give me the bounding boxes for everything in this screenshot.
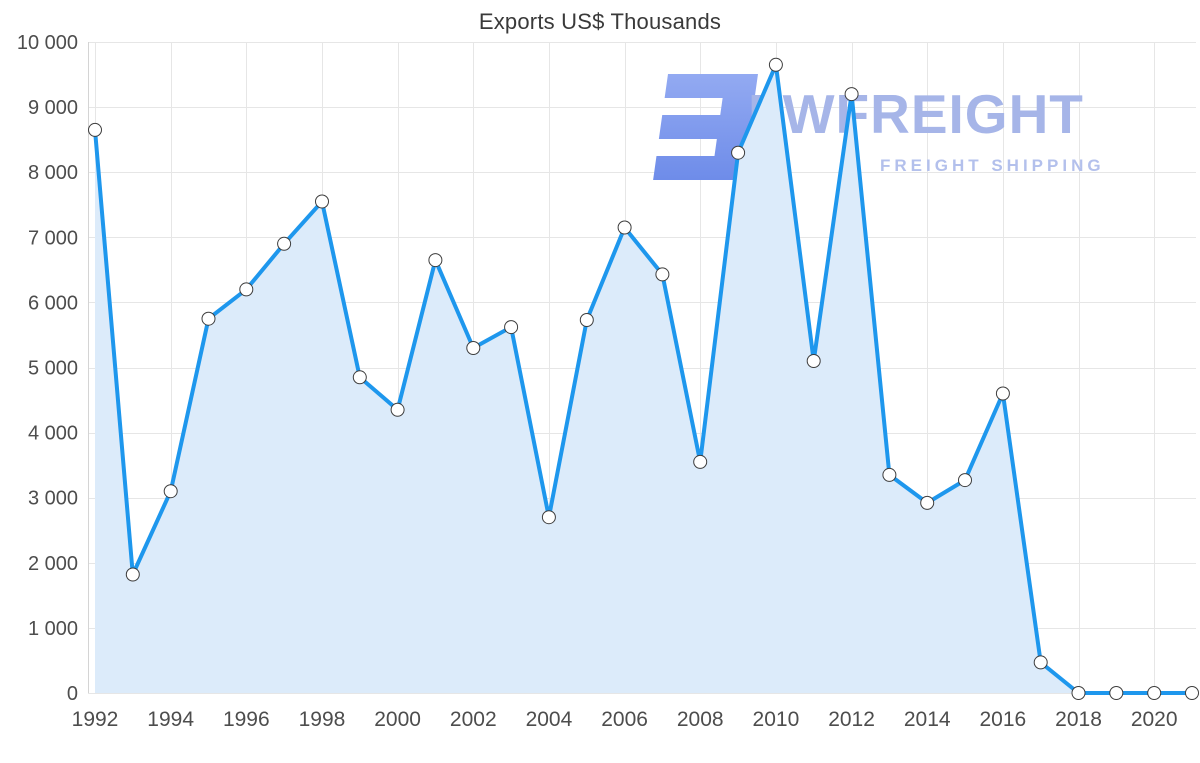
x-tick-label: 2018 — [1055, 708, 1102, 731]
x-tick-label: 1994 — [147, 708, 194, 731]
data-point-marker — [1109, 686, 1124, 700]
y-tick-label: 0 — [67, 683, 78, 705]
data-point-marker — [768, 57, 783, 72]
data-point-marker — [995, 386, 1010, 401]
data-point-marker — [806, 354, 821, 368]
watermark-brand-text: FWFREIGHT — [748, 83, 1084, 145]
data-point-marker — [844, 87, 859, 102]
x-tick-label: 2020 — [1131, 708, 1178, 731]
y-tick-label: 7 000 — [28, 227, 78, 249]
data-point-marker — [163, 484, 178, 499]
x-tick-label: 2006 — [601, 708, 648, 731]
x-tick-label: 1992 — [72, 708, 119, 731]
data-point-marker — [201, 311, 216, 326]
x-tick-label: 2010 — [753, 708, 800, 731]
series-line — [93, 62, 1194, 695]
data-point-marker — [958, 473, 972, 488]
x-tick-label: 2014 — [904, 708, 951, 731]
data-point-marker — [428, 253, 443, 268]
y-tick-label: 10 000 — [17, 32, 78, 54]
x-tick-label: 2008 — [677, 708, 724, 731]
x-tick-label: 1996 — [223, 708, 270, 731]
y-tick-label: 4 000 — [28, 423, 78, 445]
x-tick-label: 1998 — [299, 708, 346, 731]
data-point-marker — [920, 495, 935, 510]
area-fill — [95, 64, 1192, 694]
data-point-marker — [882, 467, 897, 482]
data-point-marker — [1033, 655, 1048, 670]
y-tick-label: 9 000 — [28, 97, 78, 119]
x-tick-label: 2016 — [980, 708, 1027, 731]
data-point-marker — [315, 194, 329, 209]
data-point-marker — [1071, 686, 1086, 700]
data-point-marker — [239, 282, 254, 297]
data-point-marker — [731, 145, 746, 160]
data-point-marker — [617, 220, 632, 235]
data-point-marker — [693, 454, 708, 469]
x-tick-label: 2004 — [526, 708, 573, 731]
y-tick-label: 5 000 — [28, 358, 78, 380]
y-tick-label: 8 000 — [28, 162, 78, 184]
data-point-marker — [390, 402, 405, 417]
data-point-marker — [277, 236, 292, 251]
y-tick-label: 1 000 — [28, 618, 78, 640]
data-point-marker — [655, 267, 670, 282]
data-point-marker — [125, 567, 140, 582]
data-point-marker — [1147, 686, 1162, 700]
x-tick-label: 2002 — [450, 708, 497, 731]
data-point-marker — [579, 313, 594, 327]
data-point-marker — [466, 341, 481, 355]
chart-title: Exports US$ Thousands — [478, 9, 722, 34]
data-point-marker — [352, 370, 367, 385]
x-tick-label: 2000 — [374, 708, 421, 731]
data-point-marker — [541, 510, 556, 525]
y-tick-label: 3 000 — [28, 488, 78, 510]
watermark-tagline-text: FREIGHT SHIPPING — [880, 156, 1105, 175]
data-point-marker — [504, 320, 519, 335]
x-tick-label: 2012 — [828, 708, 875, 731]
data-point-marker — [1185, 686, 1199, 700]
watermark: FWFREIGHT FREIGHT SHIPPING — [653, 74, 1105, 180]
data-point-marker — [88, 122, 102, 137]
y-tick-label: 6 000 — [28, 292, 78, 314]
y-tick-label: 2 000 — [28, 553, 78, 575]
